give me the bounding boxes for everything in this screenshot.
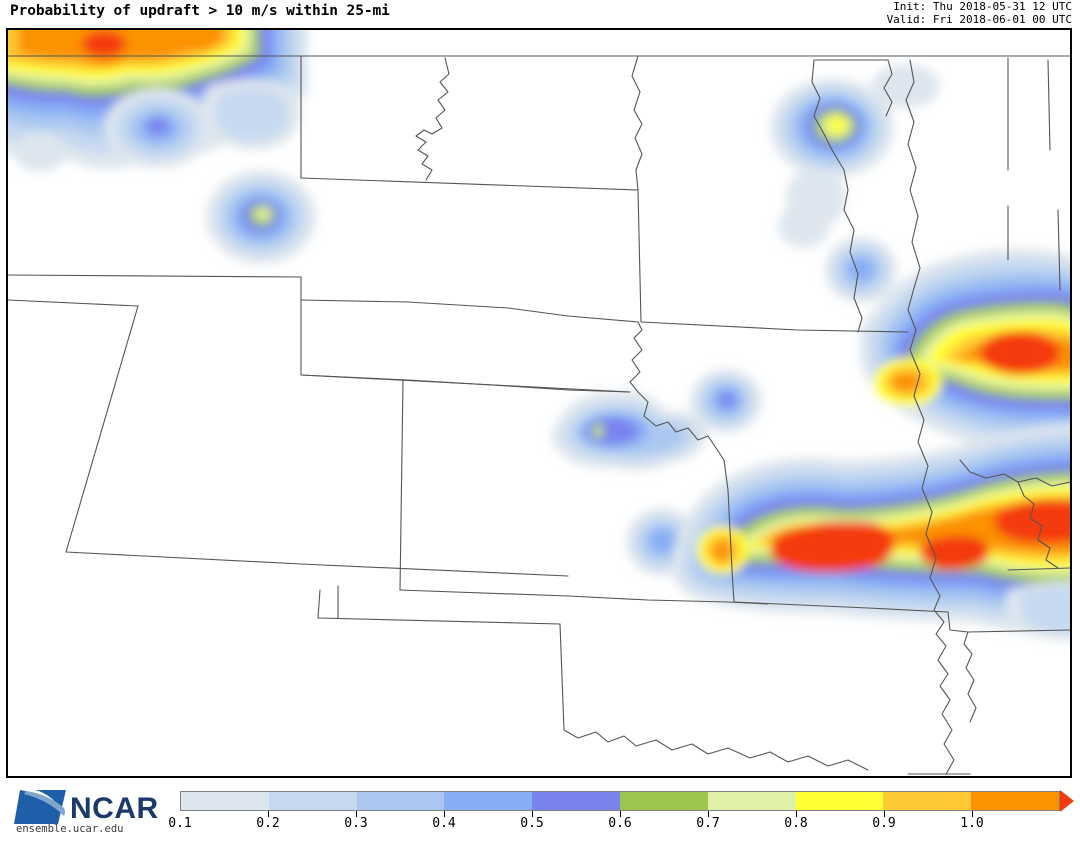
footer-bar: NCAR ensemble.ucar.edu 0.1 0.2 0.3 0.4 0.5 0.… <box>0 782 1080 842</box>
blob-eastern-montana-green <box>206 170 316 264</box>
colorbar[interactable]: 0.1 0.2 0.3 0.4 0.5 0.6 0.7 0.8 0.9 1.0 <box>168 790 1074 837</box>
colorbar-band <box>883 792 972 810</box>
blob-main-swath <box>672 422 1070 633</box>
colorbar-tick-label: 0.4 <box>432 816 456 831</box>
colorbar-tick <box>796 811 797 817</box>
colorbar-tick <box>532 811 533 817</box>
colorbar-band <box>181 792 269 810</box>
colorbar-tick-label: 0.6 <box>608 816 632 831</box>
colorbar-tick-label: 0.9 <box>872 816 896 831</box>
colorbar-tick-label: 1.0 <box>960 816 984 831</box>
colorbar-band <box>795 792 884 810</box>
colorbar-tick-label: 0.7 <box>696 816 720 831</box>
contour-field <box>8 30 1070 641</box>
colorbar-tick-labels: 0.1 0.2 0.3 0.4 0.5 0.6 0.7 0.8 0.9 1.0 <box>168 816 1060 836</box>
colorbar-tick <box>620 811 621 817</box>
colorbar-band <box>268 792 357 810</box>
colorbar-tick-label: 0.1 <box>168 816 192 831</box>
blob-minnesota-wisconsin <box>770 78 894 178</box>
colorbar-tick <box>444 811 445 817</box>
blob-east-tail <box>1005 581 1070 641</box>
blob-eastern-montana-small <box>104 88 212 168</box>
ncar-logo-text: NCAR <box>70 792 159 825</box>
colorbar-ticks <box>180 811 1060 817</box>
blob-iowa-round <box>825 237 897 303</box>
colorbar-tick <box>268 811 269 817</box>
colorbar-extend-arrow <box>1060 790 1074 812</box>
map-panel[interactable] <box>6 28 1072 778</box>
colorbar-band <box>356 792 445 810</box>
ncar-logo-mark <box>14 788 66 824</box>
blob-iowa-illinois-ridge <box>860 248 1070 450</box>
colorbar-tick <box>356 811 357 817</box>
colorbar-tick <box>884 811 885 817</box>
header-bar: Probability of updraft > 10 m/s within 2… <box>0 0 1080 28</box>
probability-contour-map <box>8 30 1070 776</box>
blob-central-kansas <box>551 390 708 471</box>
colorbar-tick-label: 0.5 <box>520 816 544 831</box>
colorbar-tick <box>972 811 973 817</box>
blob-west-montana-speck <box>14 132 66 172</box>
colorbar-tick-label: 0.8 <box>784 816 808 831</box>
blob-montana-smear <box>201 78 301 150</box>
colorbar-band <box>532 792 620 810</box>
colorbar-band <box>444 792 533 810</box>
init-timestamp: Init: Thu 2018-05-31 12 UTC <box>893 0 1072 13</box>
state-boundaries <box>8 55 1070 775</box>
page-title: Probability of updraft > 10 m/s within 2… <box>10 3 390 19</box>
colorbar-tick <box>708 811 709 817</box>
blob-northeast-kansas <box>690 369 762 433</box>
forecast-timestamps: Init: Thu 2018-05-31 12 UTC Valid: Fri 2… <box>886 0 1072 26</box>
ncar-logo-url[interactable]: ensemble.ucar.edu <box>16 823 124 835</box>
valid-timestamp: Valid: Fri 2018-06-01 00 UTC <box>886 12 1072 26</box>
colorbar-band <box>619 792 708 810</box>
colorbar-tick-label: 0.2 <box>256 816 280 831</box>
ncar-logo[interactable]: NCAR <box>14 784 166 836</box>
colorbar-band <box>971 792 1059 810</box>
colorbar-bands[interactable] <box>180 791 1060 811</box>
colorbar-band <box>707 792 796 810</box>
colorbar-tick-label: 0.3 <box>344 816 368 831</box>
